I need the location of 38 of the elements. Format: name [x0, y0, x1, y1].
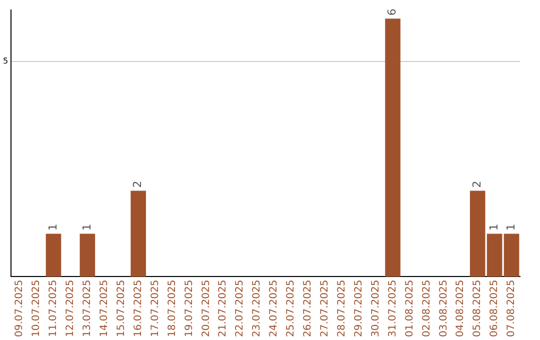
x-tick-label: 04.08.2025	[455, 280, 466, 338]
data-label: 1	[487, 224, 500, 231]
y-tick-label: 5	[2, 56, 8, 66]
data-label: 6	[386, 8, 399, 16]
x-tick-label: 20.07.2025	[200, 280, 212, 338]
x-tick-label: 03.08.2025	[438, 280, 450, 338]
x-tick-label: 24.07.2025	[268, 280, 280, 338]
x-tick-label: 25.07.2025	[286, 280, 297, 338]
x-tick-label: 12.07.2025	[65, 280, 76, 338]
x-tick-label: 06.08.2025	[489, 280, 500, 338]
x-tick-label: 21.07.2025	[218, 280, 229, 338]
x-tick-label: 13.07.2025	[82, 280, 94, 338]
x-tick-label: 10.07.2025	[31, 280, 42, 338]
x-tick-label: 31.07.2025	[387, 280, 398, 338]
data-label: 1	[80, 224, 94, 231]
x-tick-label: 02.08.2025	[421, 280, 432, 338]
x-tick-label: 11.07.2025	[48, 280, 60, 338]
x-tick-label: 22.07.2025	[234, 280, 246, 338]
x-tick-label: 30.07.2025	[370, 280, 382, 338]
x-tick-label: 16.07.2025	[132, 280, 144, 338]
x-tick-label: 15.07.2025	[116, 280, 127, 338]
x-tick-label: 27.07.2025	[320, 280, 331, 338]
x-tick-label: 29.07.2025	[353, 280, 364, 338]
data-label: 1	[46, 224, 60, 231]
data-label: 2	[131, 180, 144, 188]
data-label: 2	[470, 180, 484, 188]
x-tick-label: 14.07.2025	[98, 280, 110, 338]
x-tick-label: 01.08.2025	[404, 280, 416, 338]
x-tick-label: 17.07.2025	[150, 280, 161, 338]
data-label: 1	[504, 224, 518, 231]
x-tick-label: 05.08.2025	[472, 280, 484, 338]
x-tick-label: 18.07.2025	[166, 280, 178, 338]
x-tick-label: 23.07.2025	[252, 280, 263, 338]
x-tick-label: 28.07.2025	[336, 280, 348, 338]
x-tick-label: 26.07.2025	[302, 280, 314, 338]
x-tick-label: 09.07.2025	[14, 280, 26, 338]
x-tick-label: 07.08.2025	[506, 280, 518, 338]
x-tick-label: 19.07.2025	[184, 280, 195, 338]
